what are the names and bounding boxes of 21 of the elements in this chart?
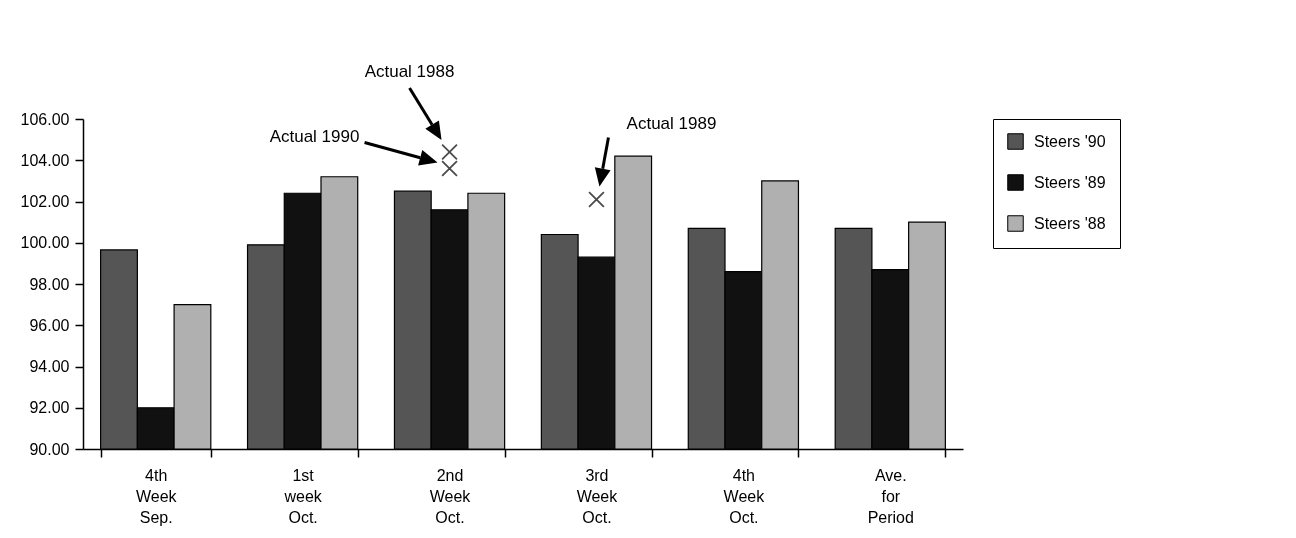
y-tick-label: 106.00: [20, 110, 70, 128]
x-tick-label: Ave. for Period: [867, 466, 914, 526]
y-tick-label: 92.00: [29, 399, 70, 417]
y-tick-label: 102.00: [20, 193, 70, 210]
x-tick-label: 3rd Week Oct.: [576, 466, 619, 526]
y-tick-label: 96.00: [29, 316, 70, 334]
legend-label: Steers '88: [1034, 214, 1106, 232]
annotation: Actual 1989: [626, 114, 717, 134]
y-tick-label: 90.00: [29, 440, 70, 458]
x-tick-label: 1st week Oct.: [283, 466, 323, 526]
x-tick-label: 2nd Week Oct.: [429, 466, 472, 526]
y-tick-label: 100.00: [20, 234, 70, 252]
legend-label: Steers '90: [1034, 132, 1106, 150]
y-tick-label: 98.00: [29, 275, 70, 293]
x-tick-label: 4th Week Oct.: [723, 466, 766, 526]
y-tick-label: 94.00: [29, 358, 70, 375]
y-tick-label: 104.00: [20, 151, 70, 169]
legend-label: Steers '89: [1034, 173, 1106, 191]
text: Actual 1988: [364, 62, 455, 81]
annotation: Actual 1990: [269, 126, 360, 146]
x-tick-label: 4th Week Sep.: [135, 466, 178, 526]
